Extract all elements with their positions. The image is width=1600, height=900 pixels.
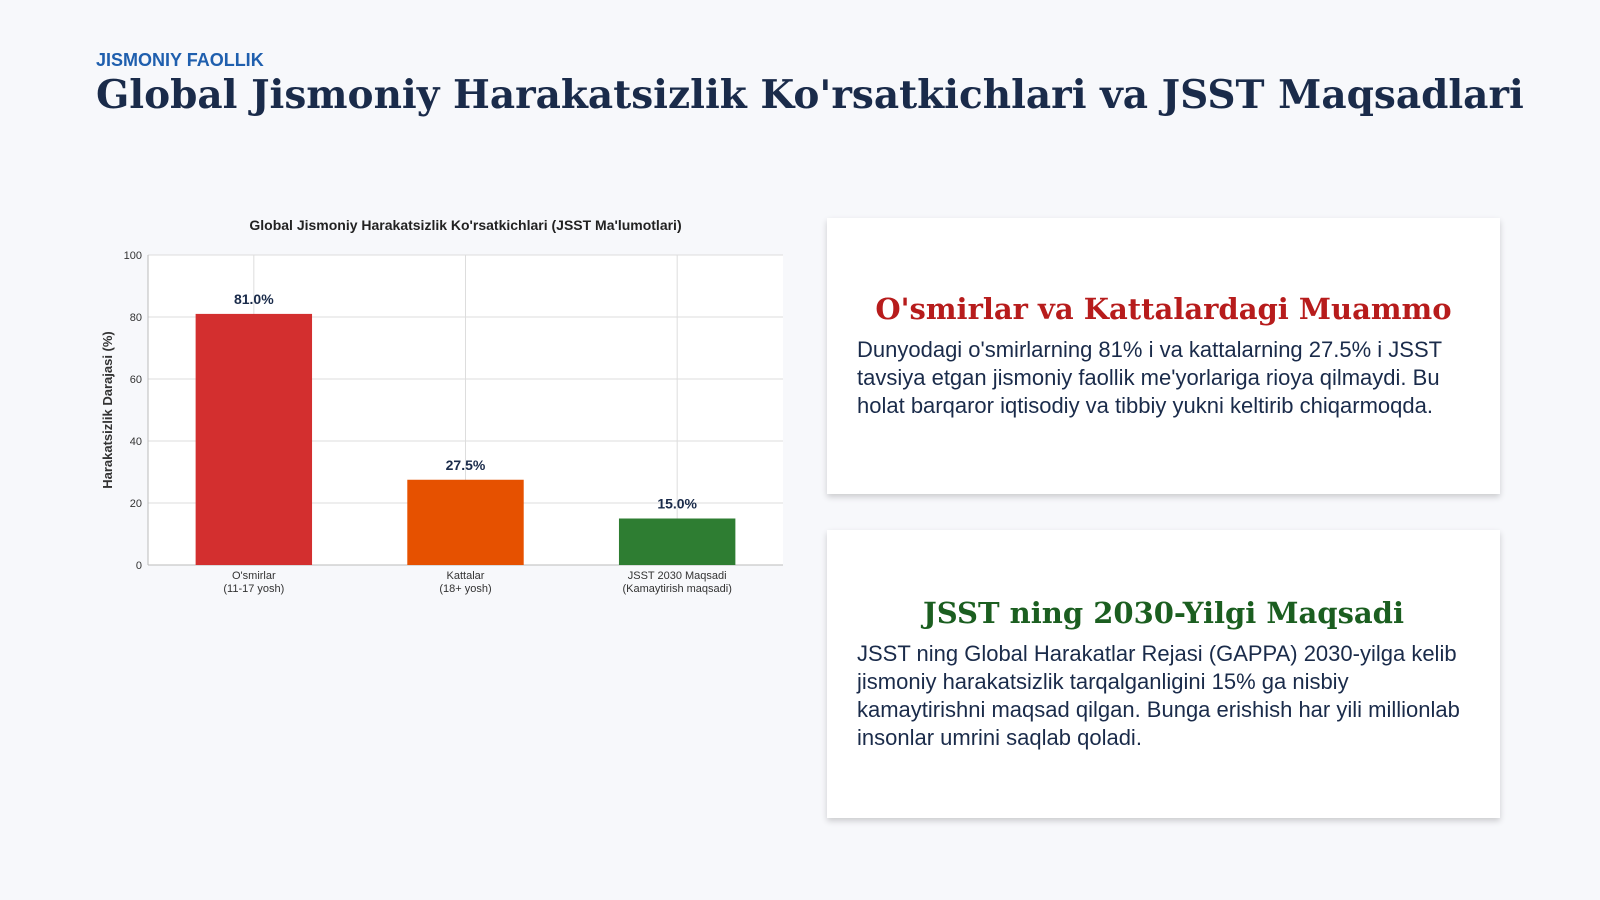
card-text: JSST ning Global Harakatlar Rejasi (GAPP… <box>857 641 1460 750</box>
chart: Global Jismoniy Harakatsizlik Ko'rsatkic… <box>100 217 783 595</box>
page-title: Global Jismoniy Harakatsizlik Ko'rsatkic… <box>96 72 1524 118</box>
card: JSST ning 2030-Yilgi Maqsadi JSST ning G… <box>827 530 1500 818</box>
x-tick-line: (18+ yosh) <box>439 583 491 595</box>
x-tick-line: Kattalar <box>447 570 485 582</box>
bar <box>407 479 524 565</box>
y-tick-label: 20 <box>130 498 142 510</box>
card: O'smirlar va Kattalardagi Muammo Dunyoda… <box>827 218 1500 494</box>
x-tick-line: (11-17 yosh) <box>223 583 284 595</box>
y-axis-label: Harakatsizlik Darajasi (%) <box>100 331 115 489</box>
x-tick-line: JSST 2030 Maqsadi <box>628 570 727 582</box>
value-label: 15.0% <box>657 496 697 512</box>
x-tick-label: O'smirlar (11-17 yosh) <box>223 570 284 595</box>
y-tick-label: 80 <box>130 312 142 324</box>
kicker: JISMONIY FAOLLIK <box>96 50 264 70</box>
x-tick-label: Kattalar (18+ yosh) <box>439 570 491 595</box>
value-label: 27.5% <box>446 457 486 473</box>
x-tick-line: (Kamaytirish maqsadi) <box>622 583 731 595</box>
card-text: Dunyodagi o'smirlarning 81% i va kattala… <box>857 337 1442 418</box>
y-tick-label: 0 <box>136 560 142 572</box>
bar <box>618 518 736 565</box>
chart-title: Global Jismoniy Harakatsizlik Ko'rsatkic… <box>249 217 681 233</box>
y-tick-label: 40 <box>130 436 142 448</box>
y-tick-label: 100 <box>124 250 142 262</box>
card-title: JSST ning 2030-Yilgi Maqsadi <box>923 596 1404 630</box>
card-title: O'smirlar va Kattalardagi Muammo <box>875 292 1452 326</box>
x-tick-line: O'smirlar <box>232 570 276 582</box>
x-tick-label: JSST 2030 Maqsadi (Kamaytirish maqsadi) <box>622 570 731 595</box>
y-tick-label: 60 <box>130 374 142 386</box>
value-label: 81.0% <box>234 291 274 307</box>
bar <box>195 313 313 565</box>
